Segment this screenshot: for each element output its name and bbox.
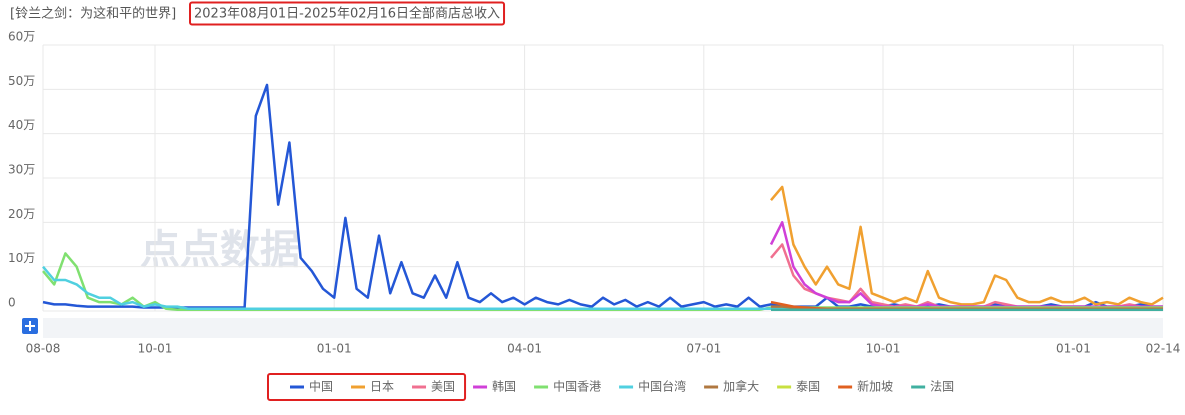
legend-label: 美国: [431, 380, 455, 394]
x-tick-label: 08-08: [26, 342, 61, 356]
highlight-box: [189, 1, 506, 26]
legend-item[interactable]: 美国: [412, 380, 455, 394]
x-tick-label: 10-01: [138, 342, 173, 356]
legend-label: 加拿大: [723, 379, 759, 394]
legend-label: 泰国: [796, 380, 820, 394]
legend-label: 新加坡: [857, 379, 893, 394]
series-line: [770, 243, 1163, 308]
legend-item[interactable]: 法国: [911, 380, 954, 394]
x-tick-label: 01-01: [1056, 342, 1091, 356]
chart-title: [铃兰之剑：为这和平的世界]: [10, 6, 176, 22]
legend-label: 中国香港: [553, 379, 601, 394]
series-line: [770, 185, 1164, 306]
y-tick-label: 0: [8, 296, 16, 310]
x-tick-label: 04-01: [507, 342, 542, 356]
legend-item[interactable]: 中国台湾: [619, 379, 686, 394]
legend-item[interactable]: 中国: [290, 379, 333, 394]
legend-item[interactable]: 韩国: [473, 379, 516, 394]
x-tick-label: 07-01: [686, 342, 721, 356]
legend-item[interactable]: 中国香港: [534, 379, 601, 394]
legend-item[interactable]: 泰国: [777, 380, 820, 394]
x-tick-label: 01-01: [317, 342, 352, 356]
legend-label: 中国: [309, 379, 333, 394]
legend-label: 韩国: [492, 379, 516, 394]
x-tick-label: 02-14: [1146, 342, 1181, 356]
legend-label: 日本: [370, 380, 394, 394]
plus-icon: [25, 321, 35, 331]
y-tick-label: 40万: [8, 118, 35, 132]
series-line: [42, 83, 1163, 309]
chart-subtitle: 2023年08月01日-2025年02月16日全部商店总收入: [194, 6, 500, 22]
zoom-slider[interactable]: [43, 318, 1163, 338]
x-tick-label: 10-01: [866, 342, 901, 356]
legend-item[interactable]: 加拿大: [704, 379, 759, 394]
series-line: [769, 221, 1163, 308]
legend-item[interactable]: 日本: [351, 380, 394, 394]
y-tick-label: 50万: [8, 74, 35, 88]
watermark: 点点数据: [140, 227, 300, 273]
legend-item[interactable]: 新加坡: [838, 379, 893, 394]
y-tick-label: 60万: [8, 30, 35, 44]
legend-label: 法国: [930, 380, 954, 394]
highlight-box: [267, 373, 467, 401]
y-tick-label: 20万: [8, 207, 35, 221]
y-tick-label: 30万: [8, 163, 35, 177]
y-tick-label: 10万: [8, 251, 35, 265]
legend-label: 中国台湾: [638, 379, 686, 394]
